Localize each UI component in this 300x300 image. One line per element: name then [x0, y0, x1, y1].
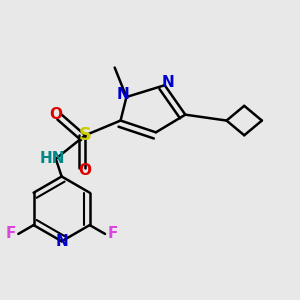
- Text: F: F: [6, 226, 16, 242]
- Text: N: N: [55, 234, 68, 249]
- Text: O: O: [49, 107, 62, 122]
- Text: F: F: [107, 226, 118, 242]
- Text: N: N: [161, 75, 174, 90]
- Text: S: S: [79, 126, 92, 144]
- Text: N: N: [117, 87, 130, 102]
- Text: HN: HN: [40, 151, 66, 166]
- Text: O: O: [79, 163, 92, 178]
